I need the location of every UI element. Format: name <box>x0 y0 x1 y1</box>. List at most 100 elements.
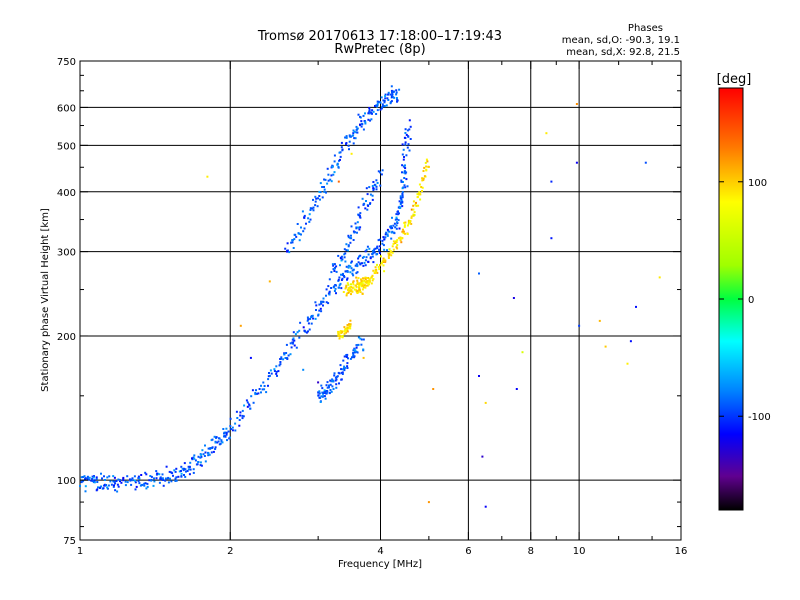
o-trace-point <box>345 135 348 138</box>
x-trace-point <box>343 326 346 329</box>
o-trace-point <box>346 353 349 356</box>
o-trace-point <box>178 470 181 473</box>
o-trace-point <box>159 478 162 481</box>
x-trace-point <box>396 239 399 242</box>
o-trace-point <box>186 470 189 472</box>
o-trace-point <box>113 480 116 483</box>
o-trace-point <box>314 204 317 207</box>
o-trace-point <box>403 136 406 139</box>
o-trace-point <box>392 224 395 227</box>
o-trace-point <box>353 351 356 354</box>
o-trace-point <box>225 427 228 430</box>
o-trace-point <box>325 390 328 392</box>
o-trace-point <box>376 104 379 106</box>
x-trace-point <box>421 179 424 182</box>
o-trace-point <box>379 184 382 187</box>
o-trace-point <box>243 404 246 407</box>
o-trace-point <box>340 378 343 381</box>
o-trace-point <box>352 274 355 277</box>
o-trace-point <box>200 464 203 467</box>
o-trace-point <box>155 477 158 480</box>
o-trace-point <box>345 265 348 268</box>
o-trace-point <box>193 454 196 457</box>
o-trace-point <box>354 137 357 140</box>
o-trace-point <box>340 257 343 260</box>
o-trace-point <box>93 481 96 484</box>
o-trace-point <box>340 287 343 290</box>
o-trace-point <box>91 477 94 480</box>
o-trace-point <box>395 216 398 219</box>
o-trace-point <box>390 231 393 234</box>
o-trace-point <box>359 115 361 118</box>
o-trace-point <box>146 485 149 488</box>
o-trace-point <box>283 352 286 355</box>
o-trace-point <box>107 484 110 487</box>
o-trace-point <box>235 410 238 413</box>
o-trace-point <box>311 207 314 210</box>
o-trace-point <box>117 478 120 481</box>
o-trace-point <box>320 302 323 305</box>
o-trace-point <box>340 368 343 371</box>
o-trace-point <box>351 272 354 275</box>
x-trace-point <box>388 253 391 256</box>
o-trace-point <box>327 386 330 389</box>
o-trace-point <box>287 354 290 357</box>
x-trace-point <box>410 215 413 218</box>
o-trace-point <box>360 343 363 346</box>
o-trace-point <box>217 440 220 443</box>
x-trace-point <box>403 224 406 227</box>
o-trace-point <box>350 237 353 240</box>
o-trace-point <box>215 436 218 439</box>
o-trace-point <box>344 252 347 255</box>
x-trace-point <box>425 158 428 161</box>
o-trace-point <box>367 112 370 115</box>
o-trace-point <box>187 465 190 468</box>
o-trace-point <box>351 269 354 272</box>
o-trace-point <box>389 226 392 229</box>
o-trace-point <box>381 103 384 106</box>
x-trace-point <box>344 287 347 290</box>
o-trace-point <box>376 100 379 103</box>
x-trace-point <box>361 292 364 295</box>
o-trace-point <box>312 206 315 209</box>
o-trace-point <box>101 477 103 480</box>
o-trace-point <box>389 93 392 96</box>
o-trace-point <box>248 404 251 407</box>
echo-point <box>658 276 661 279</box>
x-trace-point <box>422 177 425 180</box>
o-trace-point <box>373 248 376 251</box>
x-tick-label: 6 <box>465 546 471 557</box>
o-trace-point <box>362 255 365 258</box>
o-trace-point <box>335 270 338 273</box>
o-trace-point <box>279 363 282 366</box>
o-trace-point <box>308 220 311 223</box>
o-trace-point <box>303 329 306 332</box>
o-trace-point <box>367 253 370 256</box>
o-trace-point <box>182 469 185 472</box>
o-trace-point <box>341 371 344 374</box>
o-trace-point <box>401 191 404 194</box>
o-trace-point <box>409 138 412 140</box>
o-trace-point <box>333 160 336 163</box>
o-trace-point <box>156 472 159 475</box>
o-trace-point <box>378 248 381 251</box>
o-trace-point <box>192 471 195 474</box>
o-trace-point <box>352 132 355 135</box>
o-trace-point <box>303 227 306 230</box>
x-trace-point <box>419 193 422 196</box>
o-trace-point <box>265 391 268 394</box>
echo-point <box>575 161 578 164</box>
o-trace-point <box>355 263 358 266</box>
o-trace-point <box>355 125 358 128</box>
o-trace-point <box>374 247 377 250</box>
o-trace-point <box>112 475 115 478</box>
o-trace-point <box>357 257 360 260</box>
o-trace-point <box>113 484 115 487</box>
o-trace-point <box>155 473 158 476</box>
o-trace-point <box>406 129 409 132</box>
o-trace-point <box>328 384 330 387</box>
o-trace-point <box>112 480 115 483</box>
o-trace-point <box>321 196 324 199</box>
x-trace-point <box>403 225 406 228</box>
o-trace-point <box>339 158 341 161</box>
